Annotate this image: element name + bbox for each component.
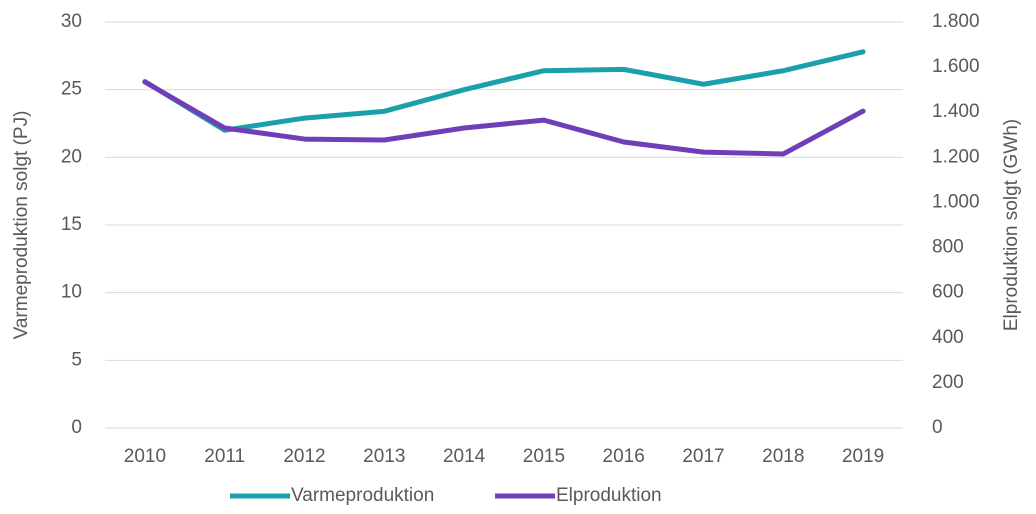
y-tick-label: 10 [61,282,82,303]
x-tick-label: 2012 [283,446,325,467]
y-axis-label: Varmeproduktion solgt (PJ) [11,111,32,340]
y-tick-label: 25 [61,79,82,100]
series-line [142,79,866,157]
x-tick-label: 2018 [762,446,804,467]
y2-tick-label: 1.200 [932,146,980,167]
y-tick-label: 15 [61,214,82,235]
y2-tick-label: 1.800 [932,11,980,32]
legend-label: Elproduktion [556,485,662,506]
y2-tick-label: 200 [932,372,964,393]
legend-label: Varmeproduktion [291,485,434,506]
y-tick-label: 5 [71,349,82,370]
x-tick-label: 2017 [682,446,724,467]
series-line [142,49,866,133]
y2-axis-label: Elproduktion solgt (GWh) [1001,119,1022,331]
y-tick-label: 20 [61,146,82,167]
x-tick-label: 2013 [363,446,405,467]
y2-tick-label: 1.000 [932,191,980,212]
y2-tick-label: 800 [932,237,964,258]
y2-tick-label: 400 [932,327,964,348]
x-tick-label: 2011 [204,446,245,467]
y2-tick-label: 0 [932,417,943,438]
x-tick-label: 2014 [443,446,486,467]
x-tick-label: 2010 [124,446,166,467]
x-tick-label: 2015 [523,446,565,467]
y2-tick-label: 1.600 [932,56,980,77]
x-tick-label: 2016 [603,446,645,467]
y-tick-label: 0 [71,417,82,438]
y2-tick-label: 1.400 [932,101,980,122]
y2-tick-label: 600 [932,282,964,303]
y-tick-label: 30 [61,11,82,32]
x-tick-label: 2019 [842,446,884,467]
